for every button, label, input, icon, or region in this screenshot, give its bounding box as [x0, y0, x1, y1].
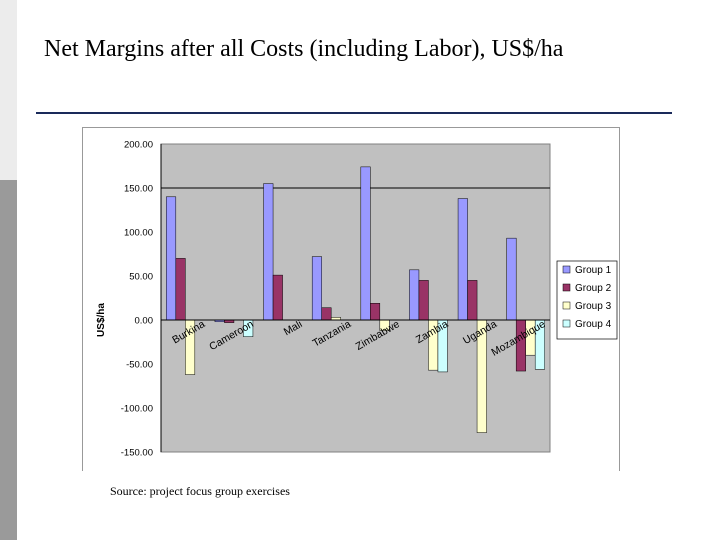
title-divider [36, 112, 672, 114]
legend-label-group2: Group 2 [575, 283, 612, 294]
legend-swatch-group1 [562, 265, 571, 274]
bar-group1-mali [263, 183, 274, 321]
legend-swatch-group4 [562, 319, 571, 328]
y-tick-label: 100.00 [124, 228, 153, 239]
bar-group2-uganda [467, 280, 478, 321]
bar-group1-zimbabwe [360, 166, 371, 321]
legend-label-group1: Group 1 [575, 265, 612, 276]
y-tick-label: -50.00 [126, 360, 153, 371]
y-tick-label: 150.00 [124, 184, 153, 195]
y-tick-label: -150.00 [121, 448, 153, 459]
bar-group2-burkina [175, 258, 186, 321]
bar-group1-uganda [457, 198, 468, 321]
y-axis-title: US$/ha [96, 303, 107, 337]
y-tick-label: 200.00 [124, 140, 153, 151]
bar-group2-mali [272, 274, 283, 321]
bar-group1-burkina [166, 196, 177, 321]
legend-label-group4: Group 4 [575, 319, 612, 330]
bar-group2-zimbabwe [370, 303, 381, 321]
y-tick-label: -100.00 [121, 404, 153, 415]
slide-left-accent [0, 180, 17, 540]
source-note: Source: project focus group exercises [110, 484, 290, 498]
legend-swatch-group3 [562, 301, 571, 310]
bar-group2-tanzania [321, 307, 332, 321]
slide-title: Net Margins after all Costs (including L… [44, 36, 564, 62]
slide-left-accent-light [0, 0, 17, 180]
legend-swatch-group2 [562, 283, 571, 292]
legend-layer: Group 1 Group 2 Group 3 Group 4 [556, 260, 618, 340]
y-tick-label: 0.00 [135, 316, 154, 327]
bar-group1-tanzania [311, 256, 322, 321]
net-margins-chart: 200.00 150.00 100.00 50.00 0.00 -50.00 -100.00… [96, 140, 618, 459]
bar-group2-zambia [418, 280, 429, 321]
y-tick-label: 50.00 [129, 272, 153, 283]
bar-group1-zambia [409, 269, 420, 321]
plot-area [160, 143, 551, 453]
bar-group1-mozambique [506, 237, 517, 321]
plot-layer [160, 143, 551, 453]
legend-label-group3: Group 3 [575, 301, 612, 312]
chart-frame: 200.00 150.00 100.00 50.00 0.00 -50.00 -100.00… [82, 127, 620, 471]
